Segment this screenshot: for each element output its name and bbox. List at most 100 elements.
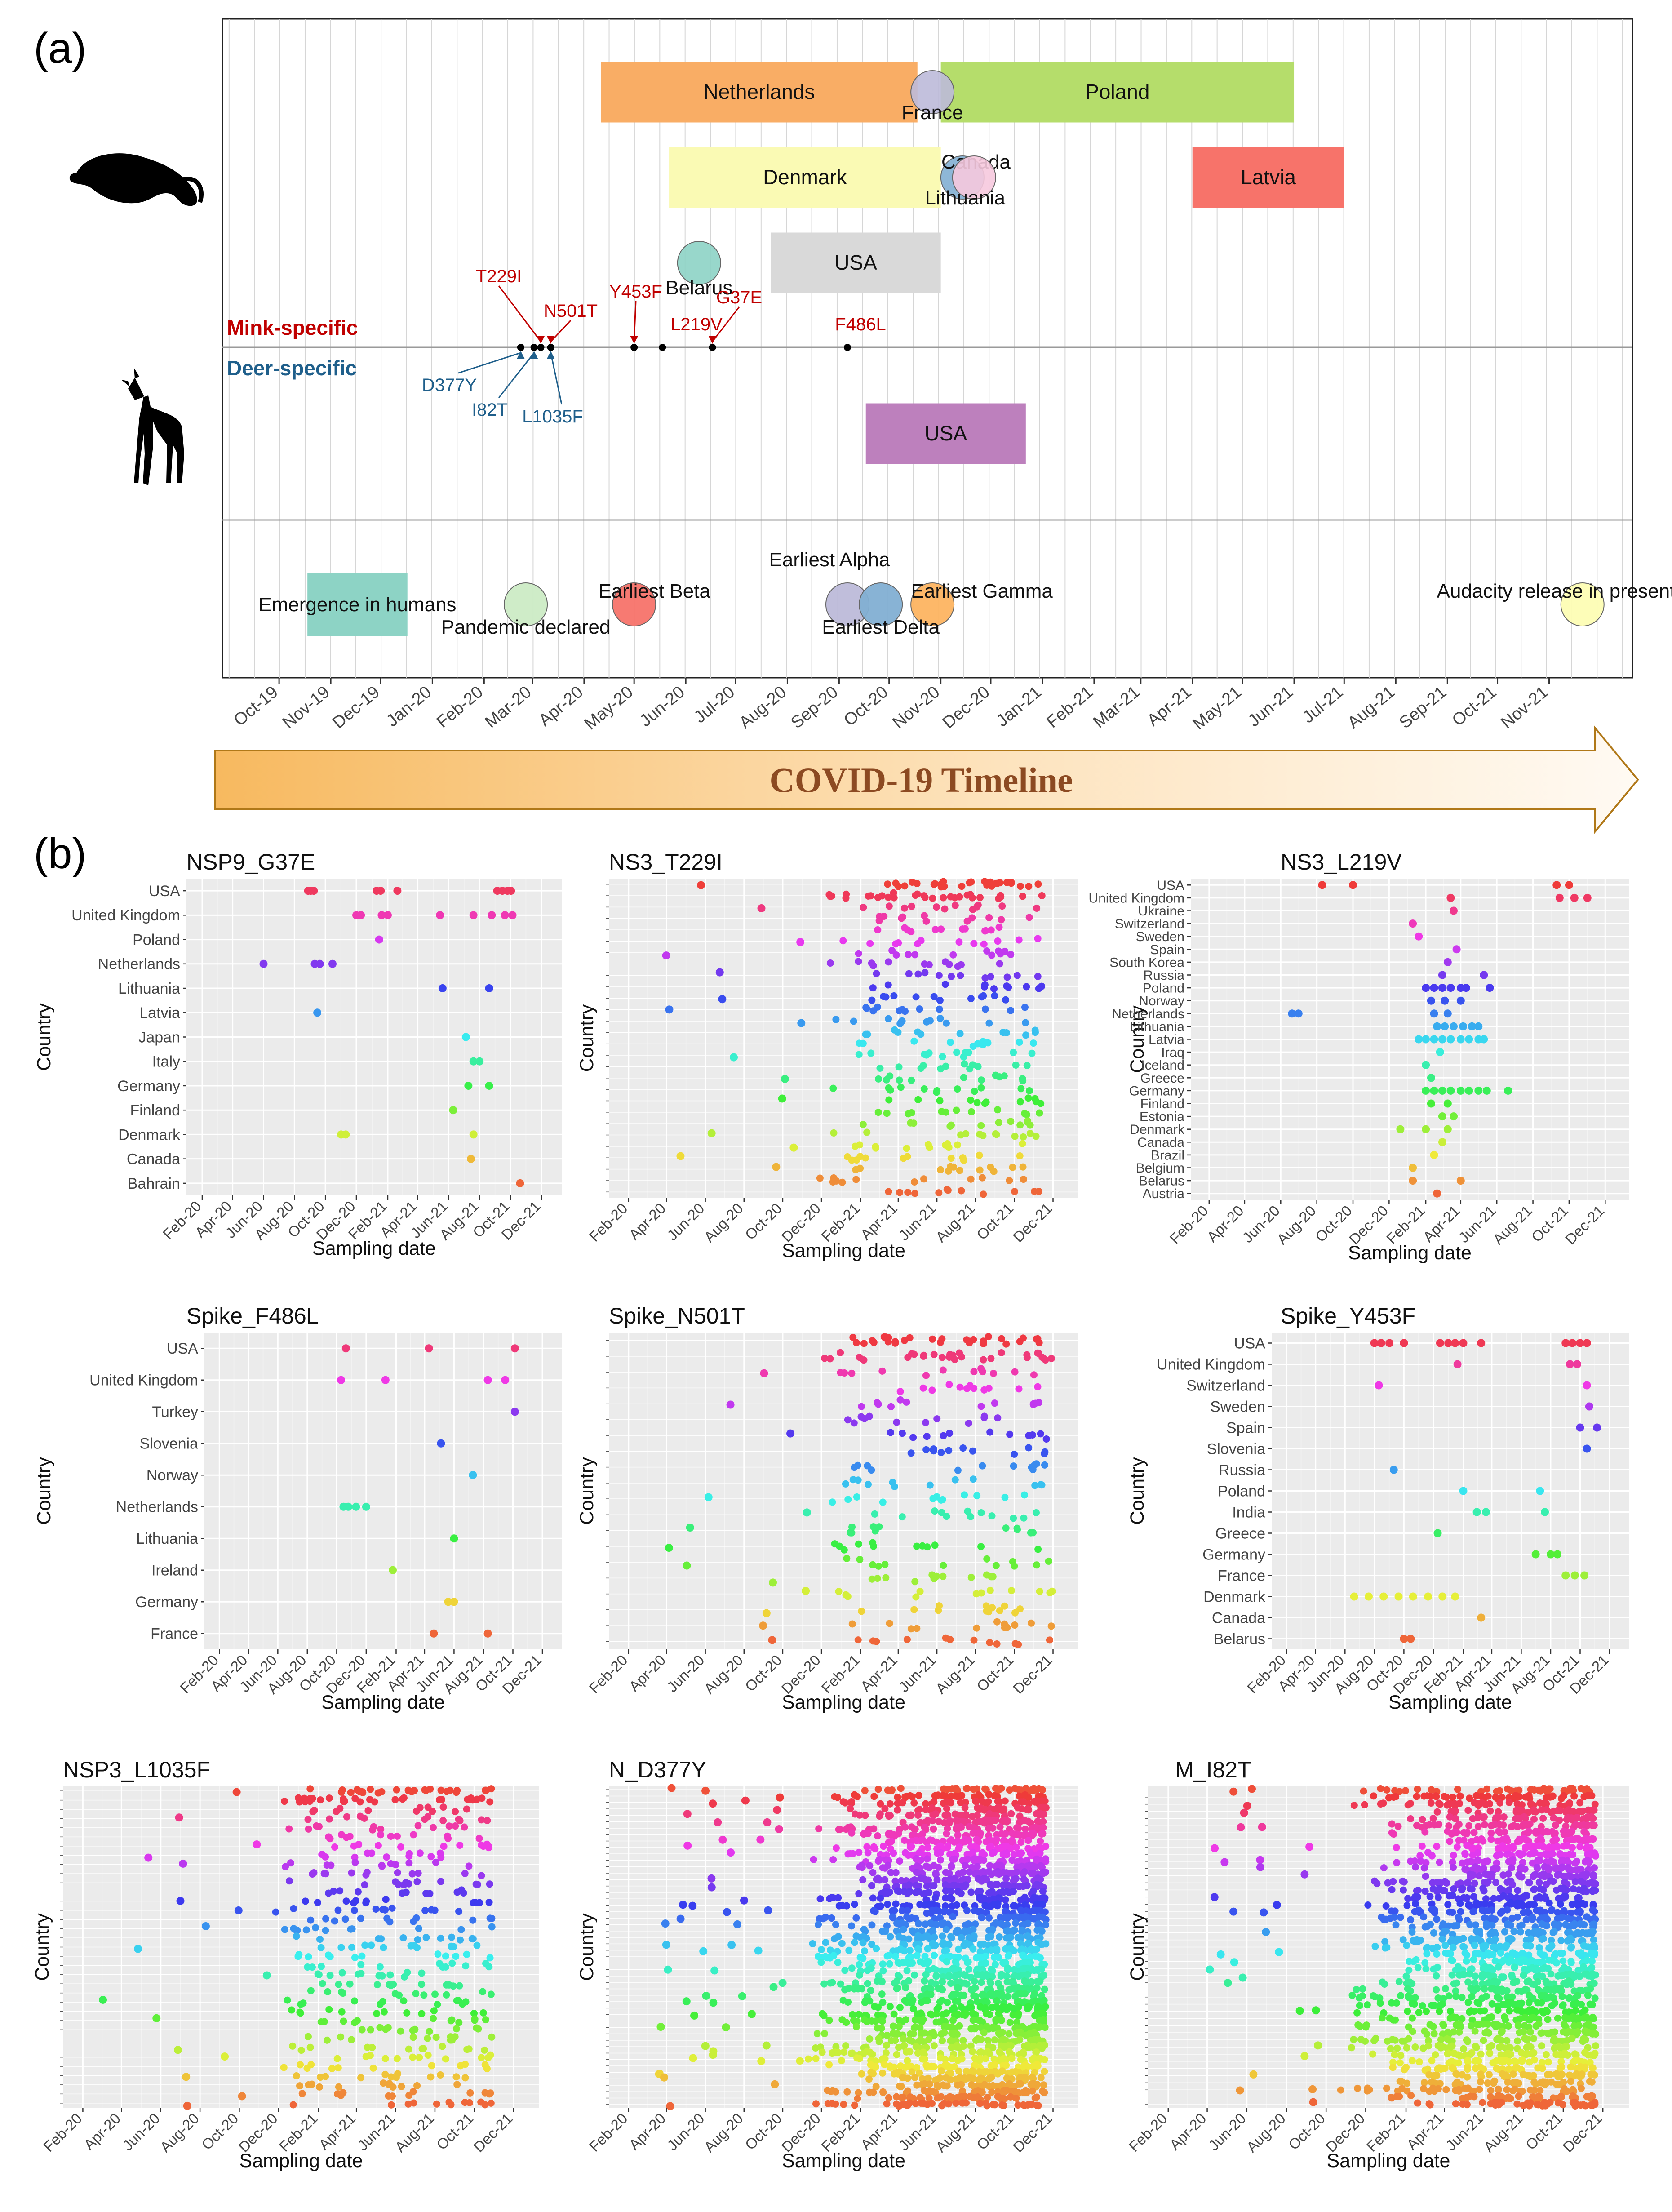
data-point	[944, 1786, 951, 1793]
data-point	[936, 996, 944, 1004]
data-point	[378, 1788, 386, 1795]
data-point	[1443, 958, 1452, 966]
data-point	[1474, 1823, 1482, 1830]
data-point	[967, 1513, 975, 1520]
data-point	[1495, 1813, 1502, 1821]
data-point	[973, 903, 981, 911]
data-point	[914, 970, 922, 978]
data-point	[960, 2042, 967, 2050]
data-point	[855, 1848, 863, 1856]
data-point	[434, 1950, 442, 1958]
data-point	[931, 1941, 939, 1949]
data-point	[908, 1914, 915, 1922]
data-point	[1000, 1922, 1007, 1929]
data-point	[892, 1947, 900, 1955]
data-point	[894, 1984, 902, 1992]
data-point	[913, 1882, 920, 1889]
data-point	[924, 1817, 931, 1825]
data-point	[921, 1953, 929, 1960]
data-point	[869, 1542, 877, 1550]
data-point	[1012, 2094, 1020, 2102]
data-point	[1041, 1450, 1048, 1457]
data-point	[335, 2083, 342, 2091]
data-point	[879, 1498, 887, 1506]
data-point	[1002, 1851, 1010, 1859]
data-point	[890, 889, 897, 897]
data-point	[1575, 1808, 1583, 1815]
data-point	[707, 1129, 716, 1137]
data-point	[1486, 984, 1494, 992]
data-point	[1531, 1550, 1540, 1559]
data-point	[875, 917, 883, 924]
data-point	[400, 1997, 408, 2005]
data-point	[1570, 1571, 1579, 1580]
data-point	[938, 2102, 946, 2110]
human-point-label: Earliest Beta	[598, 580, 710, 602]
data-point	[1034, 1383, 1042, 1390]
data-point	[740, 1896, 748, 1905]
data-point	[328, 959, 337, 968]
data-point	[1003, 973, 1011, 981]
data-point	[1045, 1557, 1052, 1565]
data-point	[924, 1945, 931, 1953]
data-point	[339, 2089, 347, 2097]
data-point	[1042, 1921, 1050, 1928]
data-point	[1409, 1592, 1417, 1601]
data-point	[967, 1573, 975, 1581]
data-point	[979, 2082, 986, 2090]
data-point	[928, 2100, 936, 2107]
data-point	[347, 1789, 355, 1796]
data-point	[357, 1961, 365, 1968]
data-point	[709, 2047, 718, 2056]
data-point	[989, 1369, 997, 1377]
data-point	[402, 1888, 410, 1896]
data-point	[699, 1947, 708, 1955]
data-point	[440, 1843, 448, 1850]
data-point	[971, 2024, 979, 2031]
data-point	[917, 1837, 924, 1844]
data-point	[884, 880, 891, 888]
data-point	[455, 1908, 463, 1915]
mink-mutation-label: N501T	[544, 301, 598, 321]
data-point	[1452, 1815, 1460, 1822]
data-point	[1013, 1524, 1021, 1532]
data-point	[971, 1088, 978, 1095]
data-point	[930, 1907, 937, 1914]
data-point	[1012, 1919, 1020, 1927]
data-point	[830, 1952, 838, 1959]
data-point	[893, 2100, 900, 2108]
data-point	[325, 1833, 333, 1841]
data-point	[916, 2024, 924, 2031]
data-point	[1430, 1009, 1438, 1018]
data-point	[869, 1337, 876, 1345]
data-point	[436, 911, 444, 919]
data-point	[947, 1933, 955, 1941]
data-point	[872, 2017, 879, 2025]
data-point	[1474, 1086, 1483, 1095]
data-point	[937, 2054, 945, 2062]
data-point	[324, 1951, 332, 1959]
data-point	[982, 2099, 990, 2107]
data-point	[320, 1870, 328, 1877]
data-point	[971, 1977, 978, 1985]
data-point	[398, 2083, 405, 2090]
data-point	[815, 1921, 822, 1928]
data-point	[979, 1462, 986, 1470]
data-point	[707, 1883, 716, 1892]
y-tick-label: Turkey	[152, 1404, 198, 1421]
data-point	[870, 1844, 878, 1852]
data-point	[727, 1941, 736, 1949]
data-point	[883, 2100, 891, 2108]
data-point	[958, 1934, 965, 1941]
data-point	[1459, 1022, 1468, 1030]
chart-title: NS3_L219V	[1281, 849, 1402, 875]
data-point	[935, 2018, 943, 2026]
data-point	[452, 1808, 459, 1816]
data-point	[967, 2074, 974, 2082]
y-axis-label: Country	[1126, 1457, 1148, 1525]
data-point	[1000, 1888, 1007, 1896]
data-point	[134, 1945, 142, 1953]
data-point	[914, 1028, 922, 1036]
mink-mutation-arrow	[633, 301, 637, 342]
data-point	[337, 2033, 345, 2041]
